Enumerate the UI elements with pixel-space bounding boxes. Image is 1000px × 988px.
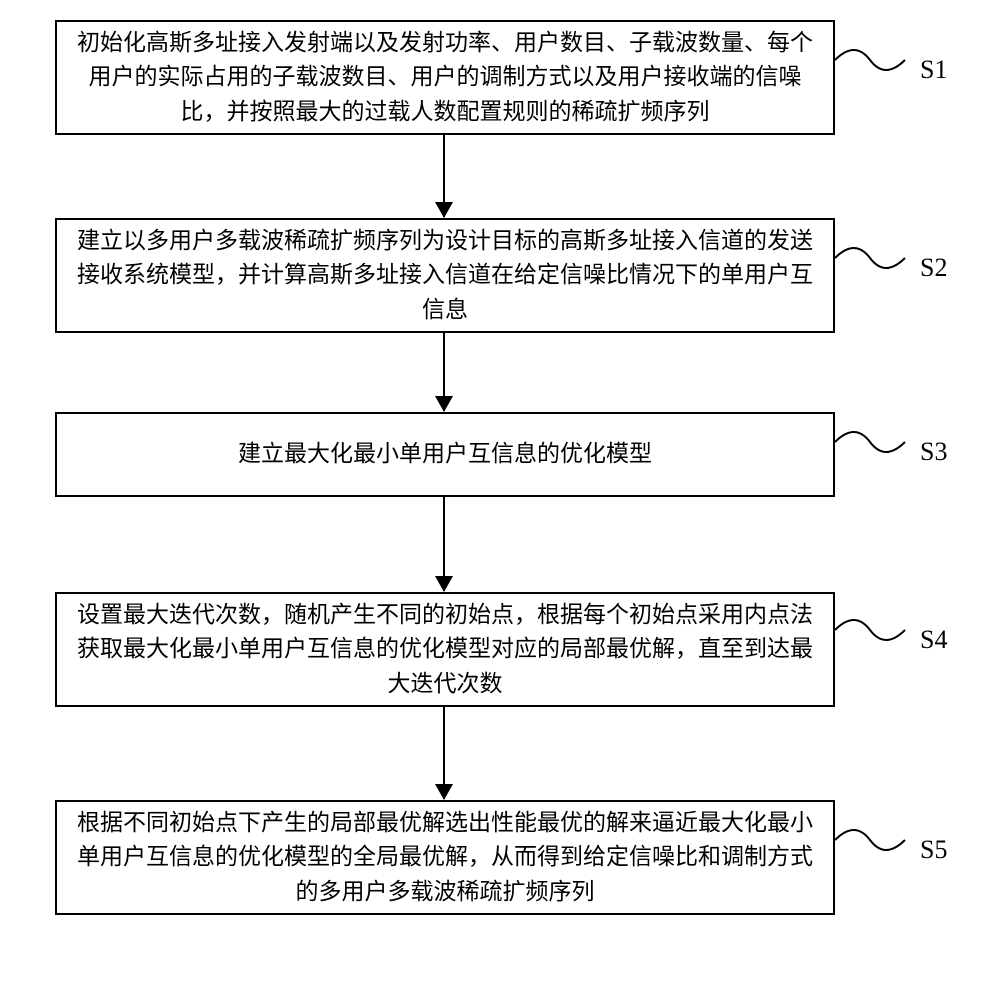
flowchart-container: 初始化高斯多址接入发射端以及发射功率、用户数目、子载波数量、每个用户的实际占用的… <box>0 0 1000 988</box>
step-label-s4: S4 <box>920 625 947 655</box>
step-label-s3: S3 <box>920 437 947 467</box>
arrow-2 <box>443 333 445 411</box>
step-text-s4: 设置最大迭代次数，随机产生不同的初始点，根据每个初始点采用内点法获取最大化最小单… <box>77 598 813 702</box>
connector-curve-s1 <box>835 40 910 90</box>
step-label-s1: S1 <box>920 55 947 85</box>
step-text-s3: 建立最大化最小单用户互信息的优化模型 <box>238 437 652 472</box>
step-label-s5: S5 <box>920 835 947 865</box>
step-text-s5: 根据不同初始点下产生的局部最优解选出性能最优的解来逼近最大化最小单用户互信息的优… <box>77 806 813 910</box>
connector-curve-s2 <box>835 238 910 288</box>
connector-curve-s5 <box>835 820 910 870</box>
step-text-s1: 初始化高斯多址接入发射端以及发射功率、用户数目、子载波数量、每个用户的实际占用的… <box>77 26 813 130</box>
step-box-s1: 初始化高斯多址接入发射端以及发射功率、用户数目、子载波数量、每个用户的实际占用的… <box>55 20 835 135</box>
step-box-s4: 设置最大迭代次数，随机产生不同的初始点，根据每个初始点采用内点法获取最大化最小单… <box>55 592 835 707</box>
step-text-s2: 建立以多用户多载波稀疏扩频序列为设计目标的高斯多址接入信道的发送接收系统模型，并… <box>77 224 813 328</box>
arrow-3 <box>443 497 445 591</box>
connector-curve-s4 <box>835 610 910 660</box>
step-label-s2: S2 <box>920 253 947 283</box>
arrow-4 <box>443 707 445 799</box>
arrow-1 <box>443 135 445 217</box>
step-box-s5: 根据不同初始点下产生的局部最优解选出性能最优的解来逼近最大化最小单用户互信息的优… <box>55 800 835 915</box>
step-box-s3: 建立最大化最小单用户互信息的优化模型 <box>55 412 835 497</box>
step-box-s2: 建立以多用户多载波稀疏扩频序列为设计目标的高斯多址接入信道的发送接收系统模型，并… <box>55 218 835 333</box>
connector-curve-s3 <box>835 422 910 472</box>
